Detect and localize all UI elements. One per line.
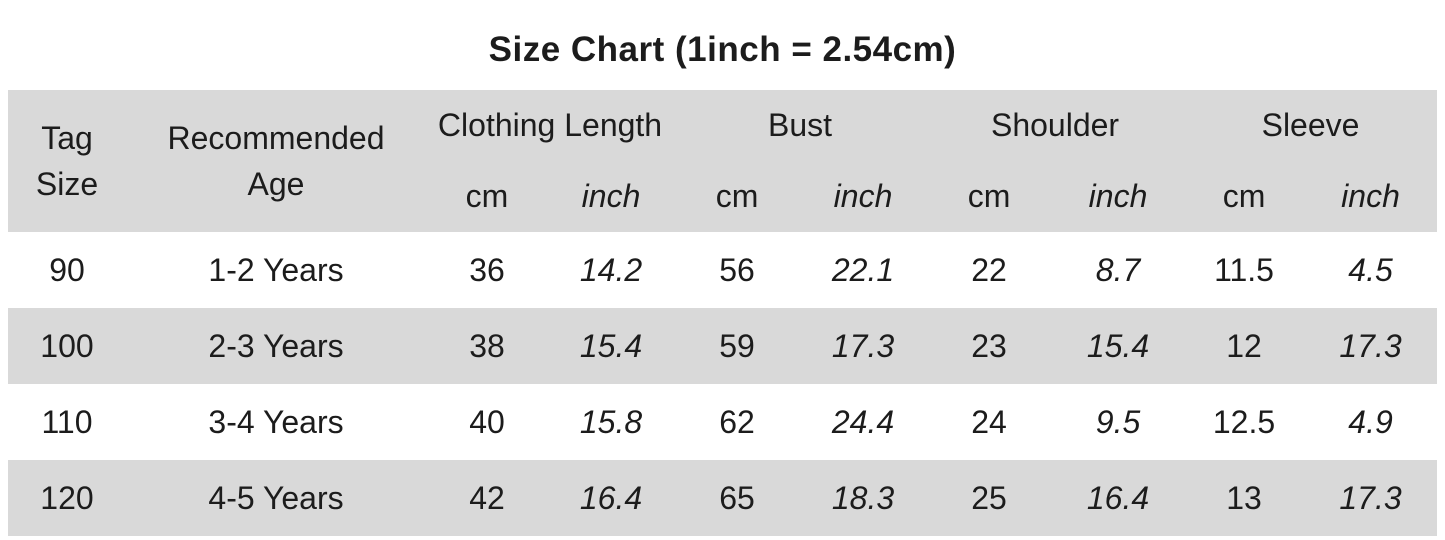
unit-header-bust-inch: inch <box>800 160 927 232</box>
cell-shoulder-cm: 22 <box>971 251 1007 288</box>
col-header-tag-size: Tag Size <box>8 90 126 232</box>
col-header-clothing-length: Clothing Length <box>426 90 675 160</box>
col-header-sleeve: Sleeve <box>1184 90 1438 160</box>
table-row: 90 1-2 Years 36 14.2 56 22.1 22 8.7 11.5… <box>8 232 1437 308</box>
cell-tag-size: 110 <box>41 403 93 440</box>
cell-bust-inch: 24.4 <box>831 403 895 440</box>
col-header-recommended-age-label: Recommended Age <box>167 120 385 202</box>
cell-clothing-cm: 40 <box>469 403 505 440</box>
cell-sleeve-inch: 4.9 <box>1348 403 1393 440</box>
cell-shoulder-cm: 23 <box>971 327 1007 364</box>
cell-bust-inch: 17.3 <box>831 327 895 364</box>
cell-bust-inch: 22.1 <box>831 251 895 288</box>
cell-clothing-inch: 16.4 <box>579 479 643 516</box>
cell-sleeve-cm: 12.5 <box>1212 403 1276 440</box>
size-chart-table: Tag Size Recommended Age Clothing Length… <box>8 90 1438 536</box>
unit-header-shoulder-cm: cm <box>926 160 1053 232</box>
cell-bust-cm: 56 <box>719 251 755 288</box>
header-unit-row: cm inch cm inch cm inch cm inch <box>8 160 1438 232</box>
col-header-shoulder: Shoulder <box>926 90 1185 160</box>
cell-age: 3-4 Years <box>208 403 344 440</box>
unit-header-shoulder-inch: inch <box>1052 160 1185 232</box>
cell-bust-cm: 59 <box>719 327 755 364</box>
cell-clothing-cm: 36 <box>469 251 505 288</box>
cell-tag-size: 100 <box>40 327 94 364</box>
col-header-recommended-age: Recommended Age <box>126 90 426 232</box>
cell-sleeve-inch: 17.3 <box>1339 327 1402 364</box>
cell-sleeve-inch: 4.5 <box>1348 251 1393 288</box>
table-header: Tag Size Recommended Age Clothing Length… <box>8 90 1438 232</box>
table-row: 120 4-5 Years 42 16.4 65 18.3 25 16.4 13… <box>8 460 1438 536</box>
cell-age: 2-3 Years <box>208 327 344 364</box>
cell-bust-cm: 62 <box>719 403 755 440</box>
cell-shoulder-cm: 25 <box>971 479 1007 516</box>
cell-sleeve-cm: 13 <box>1226 479 1262 516</box>
cell-clothing-cm: 38 <box>469 327 505 364</box>
cell-sleeve-cm: 11.5 <box>1214 251 1274 288</box>
cell-shoulder-inch: 8.7 <box>1095 251 1141 288</box>
cell-bust-cm: 65 <box>719 479 755 516</box>
cell-age: 4-5 Years <box>208 479 344 516</box>
cell-clothing-inch: 15.4 <box>579 327 643 364</box>
page-title: Size Chart (1inch = 2.54cm) <box>488 30 957 69</box>
cell-age: 1-2 Years <box>208 251 344 288</box>
cell-shoulder-inch: 9.5 <box>1095 403 1141 440</box>
cell-clothing-cm: 42 <box>469 479 505 516</box>
cell-clothing-inch: 15.8 <box>579 403 643 440</box>
unit-header-bust-cm: cm <box>674 160 801 232</box>
table-body: 90 1-2 Years 36 14.2 56 22.1 22 8.7 11.5… <box>8 232 1438 536</box>
cell-sleeve-inch: 17.3 <box>1339 479 1402 516</box>
cell-bust-inch: 18.3 <box>831 479 895 516</box>
unit-header-sleeve-inch: inch <box>1304 160 1438 232</box>
cell-tag-size: 120 <box>40 479 94 516</box>
unit-header-clothing-cm: cm <box>426 160 548 232</box>
cell-shoulder-inch: 15.4 <box>1086 327 1150 364</box>
cell-shoulder-inch: 16.4 <box>1086 479 1150 516</box>
col-header-bust: Bust <box>674 90 927 160</box>
table-row: 110 3-4 Years 40 15.8 62 24.4 24 9.5 12.… <box>8 384 1437 460</box>
unit-header-clothing-inch: inch <box>548 160 675 232</box>
cell-sleeve-cm: 12 <box>1226 327 1262 364</box>
cell-clothing-inch: 14.2 <box>579 251 643 288</box>
header-group-row: Tag Size Recommended Age Clothing Length… <box>8 90 1438 232</box>
col-header-tag-size-label: Tag Size <box>35 120 99 202</box>
cell-tag-size: 90 <box>49 251 85 288</box>
table-row: 100 2-3 Years 38 15.4 59 17.3 23 15.4 12… <box>8 308 1438 384</box>
unit-header-sleeve-cm: cm <box>1184 160 1305 232</box>
cell-shoulder-cm: 24 <box>971 403 1007 440</box>
